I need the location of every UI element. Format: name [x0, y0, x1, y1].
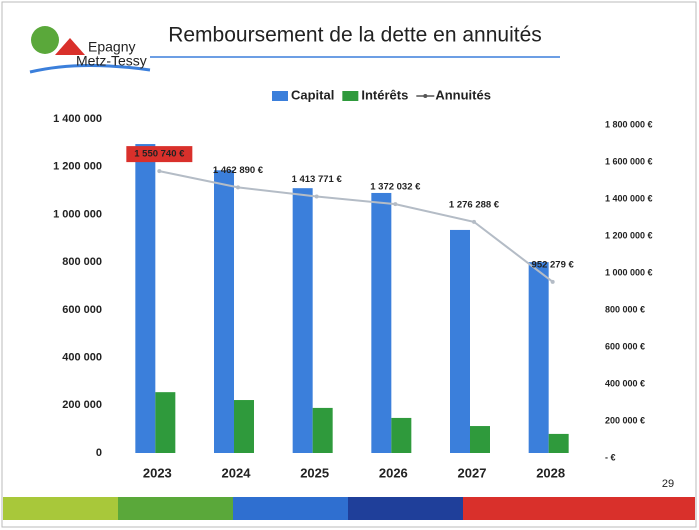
x-tick-label: 2028: [536, 465, 565, 480]
y2-tick-label: 800 000 €: [605, 304, 645, 314]
y-tick-label: 0: [96, 447, 102, 459]
y2-tick-label: 1 000 000 €: [605, 267, 653, 277]
legend-label: Capital: [291, 87, 334, 102]
page-number: 29: [662, 478, 674, 490]
band: [463, 497, 695, 520]
value-label: 1 276 288 €: [449, 199, 500, 210]
legend-swatch: [272, 91, 288, 101]
y2-tick-label: 1 400 000 €: [605, 193, 653, 203]
value-label: 1 372 032 €: [370, 182, 421, 193]
bar: [214, 170, 234, 454]
value-label: 1 413 771 €: [292, 174, 343, 185]
bar: [312, 407, 333, 453]
y2-tick-label: 400 000 €: [605, 378, 645, 388]
y2-tick-label: 1 200 000 €: [605, 230, 653, 240]
chart-title: Remboursement de la dette en annuités: [168, 24, 542, 47]
footer-band: [3, 497, 695, 520]
y-tick-label: 800 000: [62, 256, 102, 268]
line-point: [393, 202, 398, 207]
y-tick-label: 600 000: [62, 304, 102, 316]
legend-swatch: [423, 94, 428, 98]
line: [159, 170, 554, 283]
logo: Epagny Metz-Tessy: [29, 26, 151, 74]
legend-label: Annuités: [435, 87, 491, 102]
bar: [548, 433, 569, 453]
y-tick-label: 200 000: [62, 399, 102, 411]
x-tick-label: 2025: [300, 465, 329, 480]
value-label: 952 279 €: [532, 259, 575, 270]
logo-text: Metz-Tessy: [76, 53, 147, 69]
line-point: [550, 279, 555, 284]
band: [233, 497, 348, 520]
logo-tree: [31, 26, 59, 54]
y-tick-label: 1 400 000: [53, 113, 102, 125]
value-label: 1 550 740 €: [134, 149, 185, 160]
logo-swoosh: [29, 63, 151, 74]
line-point: [472, 219, 476, 224]
bar: [391, 417, 412, 453]
bar: [450, 229, 470, 453]
y2-tick-label: 600 000 €: [605, 341, 645, 351]
band: [3, 497, 118, 520]
band: [118, 497, 233, 520]
line-point: [157, 169, 162, 174]
y-tick-label: 1 000 000: [53, 208, 102, 220]
y2-tick-label: 200 000 €: [605, 415, 645, 425]
y2-tick-label: 1 800 000 €: [605, 119, 653, 129]
value-label: 1 462 890 €: [213, 165, 264, 176]
x-tick-label: 2027: [458, 465, 487, 480]
bar: [470, 426, 490, 453]
x-tick-label: 2026: [379, 465, 408, 480]
legend-swatch: [342, 91, 359, 101]
bar: [135, 144, 156, 454]
y2-tick-label: - €: [605, 452, 616, 462]
y2-tick-label: 1 600 000 €: [605, 156, 653, 166]
bar: [371, 192, 392, 453]
logo-text: Epagny: [88, 39, 135, 55]
x-tick-label: 2024: [222, 465, 252, 480]
y-tick-label: 1 200 000: [53, 161, 102, 173]
line-point: [236, 185, 240, 190]
x-tick-label: 2023: [143, 465, 172, 480]
value-label-bg: [126, 146, 193, 163]
bar: [234, 400, 254, 453]
line-point: [314, 194, 319, 199]
legend-label: Intérêts: [361, 87, 408, 102]
bar: [292, 188, 313, 453]
y-tick-label: 400 000: [62, 351, 102, 363]
band: [348, 497, 463, 520]
bar: [528, 262, 549, 453]
bar: [155, 392, 176, 453]
logo-roof: [55, 38, 85, 55]
